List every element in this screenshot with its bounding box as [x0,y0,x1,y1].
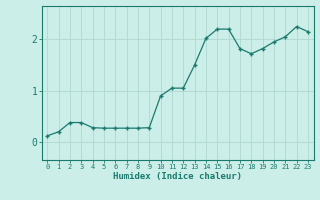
X-axis label: Humidex (Indice chaleur): Humidex (Indice chaleur) [113,172,242,181]
